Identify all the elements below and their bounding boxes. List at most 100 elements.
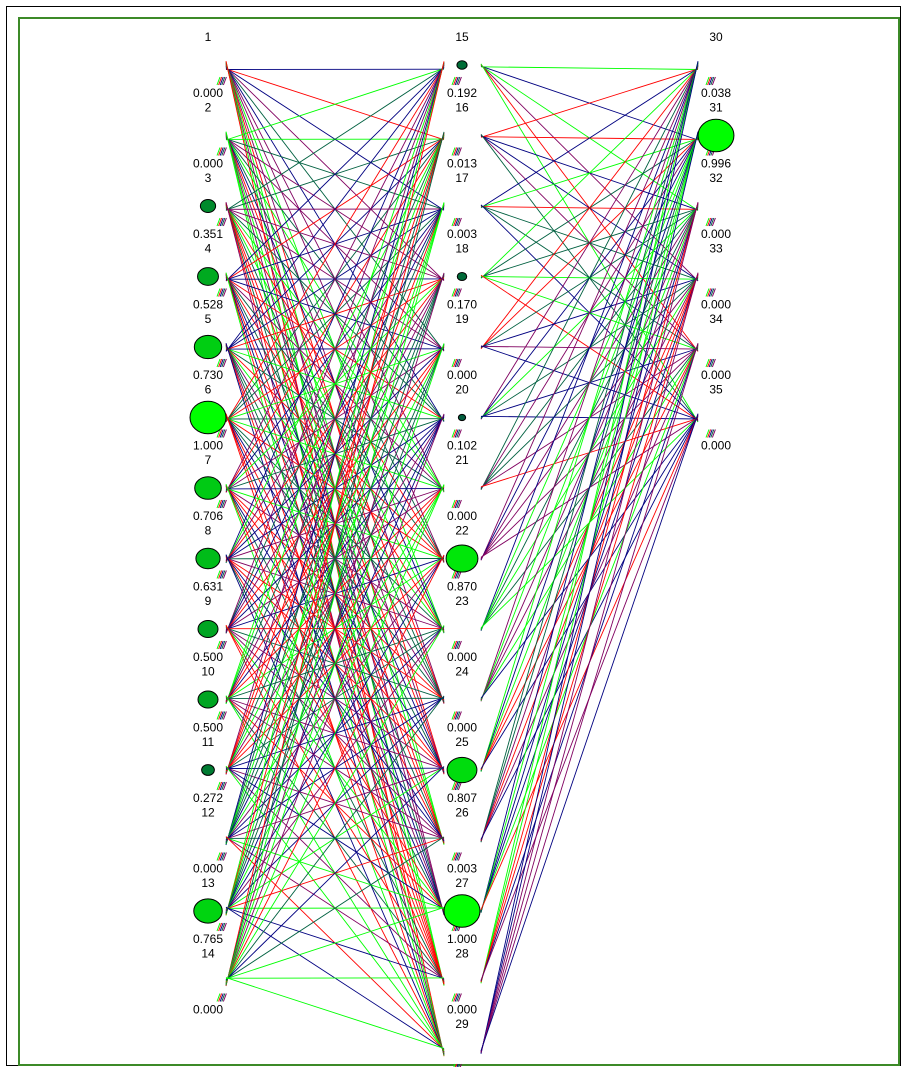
connection-tick bbox=[456, 711, 461, 720]
node-id-label: 25 bbox=[455, 735, 469, 749]
node-value-label: 0.500 bbox=[193, 650, 223, 664]
node-id-label: 35 bbox=[709, 383, 723, 397]
connection-line bbox=[480, 67, 699, 279]
connection-line bbox=[225, 65, 445, 423]
connection-tick bbox=[451, 76, 456, 86]
node-value-label: 0.000 bbox=[447, 650, 477, 664]
connection-tick bbox=[456, 852, 461, 861]
connection-tick bbox=[459, 1063, 462, 1067]
connection-tick bbox=[219, 852, 224, 861]
connection-line bbox=[225, 906, 445, 980]
network-node bbox=[443, 894, 481, 928]
connection-tick bbox=[453, 76, 458, 86]
connection-tick bbox=[453, 781, 458, 791]
connection-tick bbox=[218, 76, 223, 86]
connection-line bbox=[225, 484, 445, 983]
connection-line bbox=[225, 67, 445, 211]
connection-line bbox=[225, 61, 445, 987]
node-value-label: 0.528 bbox=[193, 298, 223, 312]
connection-tick bbox=[221, 147, 226, 156]
node-id-label: 24 bbox=[455, 665, 469, 679]
connection-tick bbox=[451, 358, 456, 368]
node-id-label: 34 bbox=[709, 312, 723, 326]
node-value-label: 0.351 bbox=[193, 227, 223, 241]
connection-tick bbox=[457, 76, 462, 86]
connection-tick bbox=[451, 570, 456, 579]
connection-tick bbox=[456, 1063, 459, 1067]
connection-line bbox=[480, 66, 699, 70]
node-value-label: 0.996 bbox=[701, 157, 731, 171]
connection-tick bbox=[216, 570, 221, 579]
connection-tick bbox=[221, 852, 226, 861]
connection-tick bbox=[451, 852, 456, 861]
node-id-label: 28 bbox=[455, 947, 469, 961]
connection-tick bbox=[216, 640, 221, 650]
node-value-label: 1.000 bbox=[447, 932, 477, 946]
connection-tick bbox=[453, 429, 458, 438]
connection-tick bbox=[221, 288, 226, 297]
network-node bbox=[197, 267, 219, 286]
connection-tick bbox=[457, 217, 462, 227]
connection-line bbox=[225, 554, 445, 983]
connection-tick bbox=[221, 358, 226, 368]
connection-tick bbox=[219, 570, 224, 579]
node-id-label: 12 bbox=[201, 806, 215, 820]
connection-tick bbox=[456, 76, 461, 86]
connection-line bbox=[480, 201, 699, 1053]
connection-line bbox=[225, 66, 445, 352]
node-value-label: 0.000 bbox=[701, 227, 731, 241]
connection-tick bbox=[454, 358, 459, 368]
connection-tick bbox=[218, 781, 223, 791]
connection-tick bbox=[216, 147, 221, 156]
connection-line bbox=[225, 977, 445, 1049]
connection-tick bbox=[219, 358, 224, 368]
connection-tick bbox=[222, 147, 227, 156]
node-value-label: 0.003 bbox=[447, 227, 477, 241]
network-node bbox=[457, 413, 467, 422]
connection-tick bbox=[705, 76, 710, 86]
connection-tick bbox=[222, 288, 227, 297]
connection-tick bbox=[707, 217, 712, 227]
connection-line bbox=[480, 272, 699, 1053]
connection-tick bbox=[451, 499, 456, 509]
connection-tick bbox=[221, 781, 226, 791]
connection-tick bbox=[710, 358, 715, 368]
connection-line bbox=[480, 62, 699, 913]
connection-tick bbox=[219, 993, 224, 1002]
node-id-label: 4 bbox=[205, 242, 212, 256]
node-value-label: 0.000 bbox=[701, 298, 731, 312]
connection-tick bbox=[708, 217, 713, 227]
node-value-label: 0.807 bbox=[447, 791, 477, 805]
connection-tick bbox=[218, 993, 223, 1002]
node-id-label: 13 bbox=[201, 876, 215, 890]
node-id-label: 32 bbox=[709, 171, 723, 185]
connection-tick bbox=[218, 147, 223, 156]
connection-line bbox=[225, 131, 445, 986]
connection-line bbox=[225, 65, 445, 493]
connection-tick bbox=[222, 76, 227, 86]
connection-tick bbox=[221, 217, 226, 227]
node-value-label: 0.003 bbox=[447, 862, 477, 876]
connection-tick bbox=[454, 1063, 458, 1067]
connection-tick bbox=[456, 499, 461, 509]
node-value-label: 0.000 bbox=[193, 86, 223, 100]
network-node bbox=[456, 271, 468, 282]
node-id-label: 20 bbox=[455, 383, 469, 397]
connection-tick bbox=[453, 570, 458, 579]
connection-tick bbox=[454, 288, 459, 297]
connection-tick bbox=[451, 147, 456, 156]
connection-tick bbox=[710, 288, 715, 297]
connection-tick bbox=[216, 429, 221, 438]
node-id-label: 7 bbox=[205, 453, 212, 467]
node-value-label: 0.000 bbox=[701, 439, 731, 453]
connection-tick bbox=[454, 640, 459, 650]
node-id-label: 33 bbox=[709, 242, 723, 256]
connection-tick bbox=[454, 217, 459, 227]
connection-tick bbox=[218, 922, 223, 932]
connection-tick bbox=[451, 993, 456, 1002]
connection-tick bbox=[707, 76, 712, 86]
connection-tick bbox=[710, 429, 715, 438]
node-value-label: 0.500 bbox=[193, 721, 223, 735]
connection-tick bbox=[457, 852, 462, 861]
connection-tick bbox=[711, 358, 716, 368]
